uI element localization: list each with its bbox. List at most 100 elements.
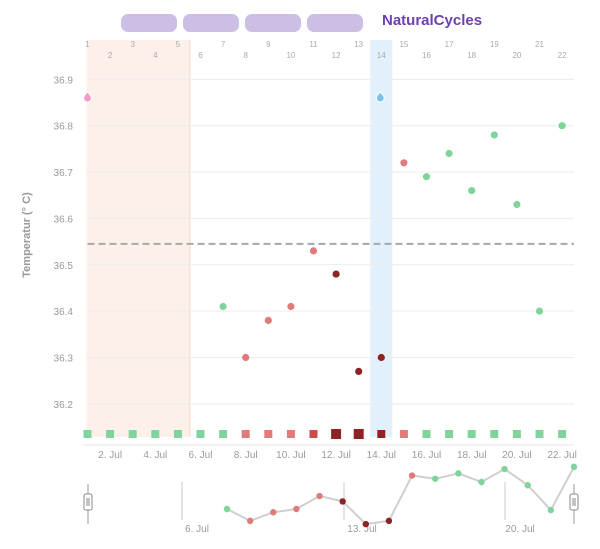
- temperature-point[interactable]: [377, 353, 385, 362]
- tab-4[interactable]: [307, 14, 363, 32]
- day-status-square[interactable]: [309, 430, 318, 438]
- day-status-square[interactable]: [241, 430, 250, 438]
- day-status-square[interactable]: [151, 430, 160, 438]
- day-status-square[interactable]: [558, 430, 567, 438]
- date-label: 22. Jul: [547, 450, 576, 461]
- navigator-date-label: 6. Jul: [185, 524, 209, 535]
- navigator-point: [547, 506, 555, 514]
- date-label: 8. Jul: [234, 450, 258, 461]
- day-status-square[interactable]: [331, 429, 342, 439]
- cycle-day-label: 1: [85, 40, 90, 49]
- day-status-square[interactable]: [467, 430, 476, 438]
- cycle-day-label: 13: [354, 40, 363, 49]
- temperature-point[interactable]: [422, 173, 431, 181]
- day-status-square[interactable]: [173, 430, 182, 438]
- date-label: 16. Jul: [412, 450, 441, 461]
- y-tick-label: 36.6: [54, 214, 74, 225]
- ovulation-drop-icon: [375, 91, 385, 103]
- navigator-right-handle[interactable]: [569, 484, 579, 524]
- navigator-point: [408, 472, 416, 479]
- navigator-line: [226, 466, 575, 526]
- y-axis-label: Temperatur (° C): [21, 192, 33, 278]
- date-label: 4. Jul: [143, 450, 167, 461]
- cycle-day-label: 7: [221, 40, 226, 49]
- date-label: 2. Jul: [98, 450, 122, 461]
- y-tick-label: 36.9: [54, 75, 74, 86]
- temperature-point[interactable]: [332, 270, 340, 278]
- navigator-left-handle[interactable]: [83, 484, 93, 524]
- cycle-day-label: 16: [422, 51, 431, 60]
- day-status-square[interactable]: [83, 430, 92, 438]
- day-status-square[interactable]: [219, 430, 228, 438]
- navigator-point: [362, 520, 369, 528]
- day-status-square[interactable]: [264, 430, 273, 438]
- y-tick-label: 36.5: [54, 261, 74, 272]
- temperature-point[interactable]: [264, 316, 272, 325]
- temperature-point[interactable]: [287, 302, 295, 311]
- navigator-point: [385, 517, 393, 525]
- day-status-square[interactable]: [490, 430, 499, 438]
- cycle-day-label: 15: [399, 40, 408, 49]
- day-status-square[interactable]: [422, 430, 431, 438]
- ovulation-band: [370, 40, 393, 437]
- cycle-day-label: 18: [467, 51, 476, 60]
- temperature-point[interactable]: [513, 200, 521, 209]
- day-status-square[interactable]: [353, 429, 364, 439]
- tab-3[interactable]: [245, 14, 301, 32]
- period-drop-icon: [82, 91, 93, 103]
- temperature-point[interactable]: [445, 149, 453, 158]
- navigator-point: [339, 498, 346, 505]
- navigator-point: [223, 505, 231, 513]
- cycle-day-label: 6: [198, 51, 203, 60]
- cycle-day-label: 3: [130, 40, 135, 49]
- y-tick-label: 36.3: [54, 354, 74, 365]
- day-status-square[interactable]: [512, 430, 521, 438]
- temperature-point[interactable]: [309, 247, 318, 255]
- date-label: 14. Jul: [367, 450, 396, 461]
- day-status-square[interactable]: [286, 430, 295, 438]
- day-status-square[interactable]: [399, 430, 408, 438]
- y-tick-label: 36.8: [54, 122, 74, 133]
- navigator-point: [246, 517, 254, 525]
- date-label: 10. Jul: [276, 450, 305, 461]
- temperature-point[interactable]: [400, 159, 408, 167]
- navigator-point: [524, 482, 531, 489]
- cycle-day-label: 17: [445, 40, 454, 49]
- navigator-date-label: 13. Jul: [347, 524, 376, 535]
- day-status-square[interactable]: [377, 430, 386, 438]
- navigator-point: [570, 463, 578, 471]
- temperature-point[interactable]: [219, 302, 227, 311]
- cycle-day-label: 11: [309, 40, 318, 49]
- navigator-point: [501, 465, 508, 473]
- temperature-point[interactable]: [242, 353, 250, 362]
- navigator-point: [316, 492, 323, 500]
- day-status-square[interactable]: [106, 430, 115, 438]
- temperature-point[interactable]: [355, 367, 363, 376]
- temperature-point[interactable]: [468, 187, 476, 195]
- cycle-day-label: 5: [176, 40, 181, 49]
- day-status-square[interactable]: [196, 430, 205, 438]
- cycle-day-label: 19: [490, 40, 499, 49]
- tab-1[interactable]: [121, 14, 177, 32]
- y-tick-label: 36.7: [54, 168, 74, 179]
- day-status-square[interactable]: [445, 430, 454, 438]
- cycle-day-label: 9: [266, 40, 271, 49]
- date-label: 6. Jul: [189, 450, 213, 461]
- cycle-day-label: 8: [243, 51, 248, 60]
- cycle-day-label: 12: [332, 51, 341, 60]
- date-label: 20. Jul: [502, 450, 531, 461]
- navigator-point: [293, 505, 300, 513]
- navigator-point: [270, 509, 277, 516]
- cycle-day-label: 4: [153, 51, 158, 60]
- temperature-point[interactable]: [558, 122, 566, 130]
- cycle-day-label: 22: [558, 51, 567, 60]
- navigator-point: [455, 470, 462, 477]
- brand-logo: NaturalCycles: [382, 12, 483, 29]
- day-status-square[interactable]: [535, 430, 544, 438]
- navigator-point: [478, 478, 485, 486]
- temperature-point[interactable]: [490, 131, 498, 139]
- day-status-square[interactable]: [128, 430, 137, 438]
- temperature-point[interactable]: [535, 307, 544, 315]
- tab-2[interactable]: [183, 14, 239, 32]
- y-tick-label: 36.2: [54, 400, 74, 411]
